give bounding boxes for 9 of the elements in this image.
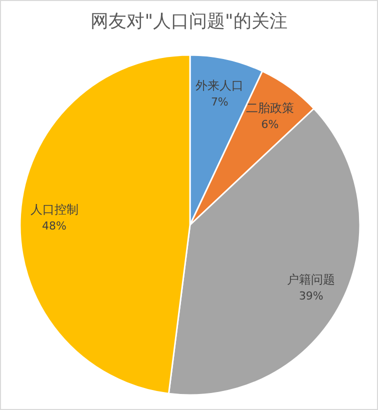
- slice-label: 户籍问题: [287, 272, 336, 287]
- data-label: 7%: [210, 95, 228, 108]
- data-label: 39%: [298, 290, 324, 303]
- slice-label: 人口控制: [30, 202, 78, 216]
- data-label: 48%: [42, 219, 66, 232]
- data-label: 6%: [261, 118, 279, 131]
- slice-label: 外来人口: [196, 78, 244, 92]
- slice-label: 二胎政策: [246, 100, 294, 115]
- chart-title: 网友对"人口问题"的关注: [90, 11, 288, 32]
